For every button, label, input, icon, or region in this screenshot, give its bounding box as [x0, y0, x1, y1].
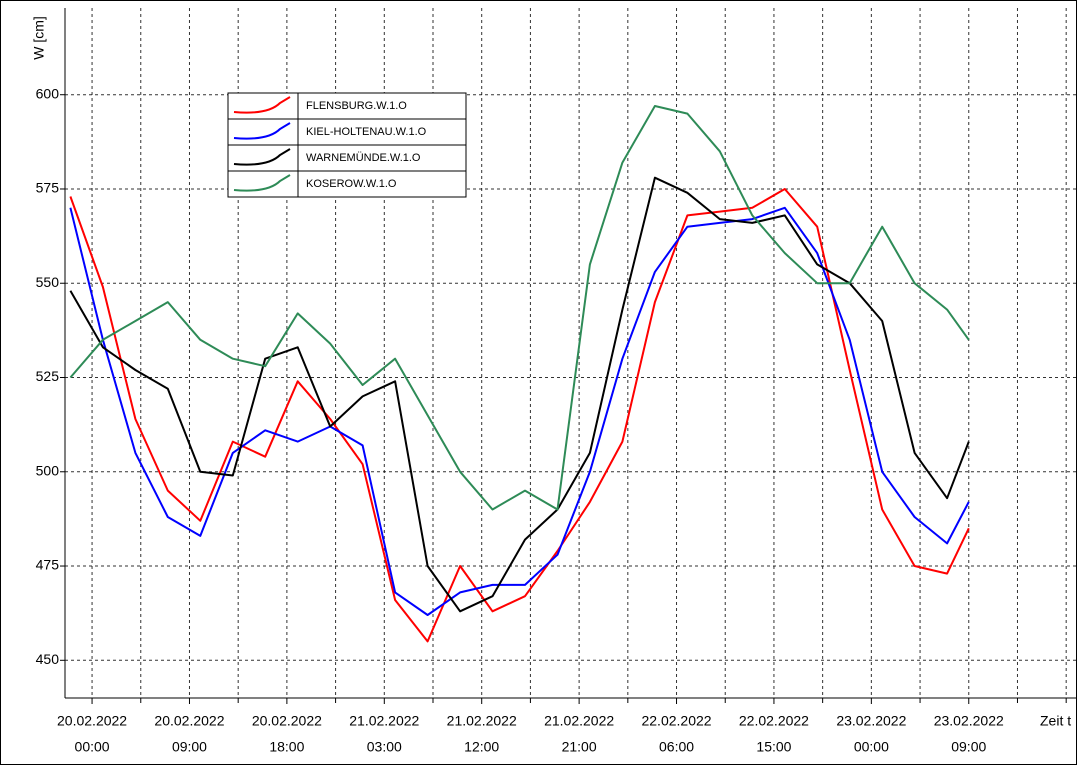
line-series: [69, 105, 970, 511]
x-tick-label: 20.02.2022: [57, 713, 127, 729]
legend-swatch: [233, 122, 291, 140]
x-tick-label: 18:00: [269, 739, 304, 755]
x-tick-label: 20.02.2022: [252, 713, 322, 729]
x-tick-label: 09:00: [172, 739, 207, 755]
x-tick-label: 23.02.2022: [934, 713, 1004, 729]
y-tick-label: 550: [36, 274, 60, 290]
legend: FLENSBURG.W.1.O KIEL-HOLTENAU.W.1.O WARNEM…: [227, 92, 467, 198]
line-series: [69, 188, 970, 643]
x-tick-label: 12:00: [464, 739, 499, 755]
x-tick-label: 22.02.2022: [739, 713, 809, 729]
y-tick-label: 600: [36, 85, 60, 101]
y-tick-label: 575: [36, 180, 60, 196]
x-tick-label: 23.02.2022: [836, 713, 906, 729]
y-tick-label: 475: [36, 557, 60, 573]
y-tick-label: 500: [36, 462, 60, 478]
y-axis-label: W [cm]: [31, 16, 47, 60]
x-tick-label: 00:00: [854, 739, 889, 755]
x-tick-label: 20.02.2022: [154, 713, 224, 729]
line-series: [69, 176, 970, 613]
x-tick-label: 21:00: [562, 739, 597, 755]
legend-label: KIEL-HOLTENAU.W.1.O: [306, 126, 427, 138]
legend-swatch: [233, 96, 291, 114]
x-tick-label: 21.02.2022: [544, 713, 614, 729]
x-tick-label: 03:00: [367, 739, 402, 755]
x-axis-label: Zeit t: [1040, 713, 1071, 729]
x-tick-label: 21.02.2022: [349, 713, 419, 729]
x-tick-label: 22.02.2022: [641, 713, 711, 729]
legend-swatch: [233, 148, 291, 166]
x-tick-label: 06:00: [659, 739, 694, 755]
y-tick-label: 525: [36, 368, 60, 384]
x-tick-label: 21.02.2022: [447, 713, 517, 729]
legend-swatch: [233, 174, 291, 192]
legend-label: WARNEMÜNDE.W.1.O: [306, 152, 421, 164]
x-tick-label: 15:00: [756, 739, 791, 755]
line-series: [69, 206, 970, 616]
legend-label: KOSEROW.W.1.O: [306, 178, 397, 190]
x-tick-label: 09:00: [951, 739, 986, 755]
legend-label: FLENSBURG.W.1.O: [306, 100, 407, 112]
y-tick-label: 450: [36, 651, 60, 667]
x-tick-label: 00:00: [75, 739, 110, 755]
